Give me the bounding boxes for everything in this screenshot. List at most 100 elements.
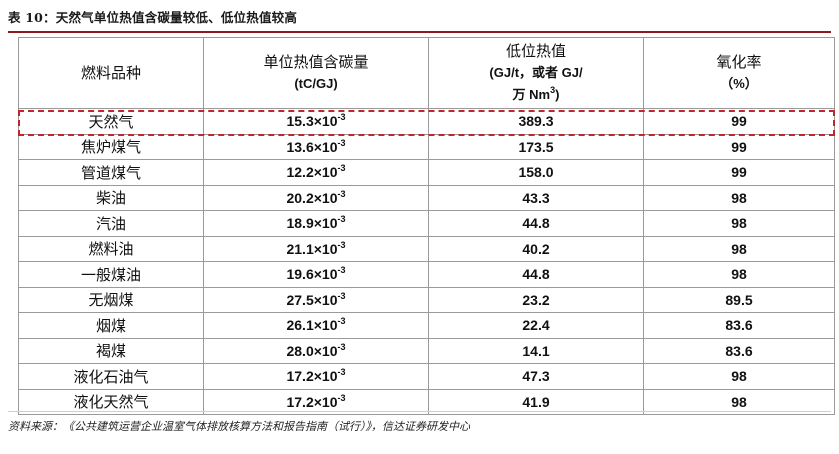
table-row: 烟煤 26.1×10-3 22.4 83.6 xyxy=(18,312,835,339)
carbon-cell: 19.6×10-3 xyxy=(203,261,429,288)
table-row: 汽油 18.9×10-3 44.8 98 xyxy=(18,210,835,237)
lhv-cell: 23.2 xyxy=(428,286,644,313)
carbon-exponent: -3 xyxy=(337,316,346,327)
header-carbon: 单位热值含碳量 (tC/GJ) xyxy=(203,37,429,109)
source-rule xyxy=(8,411,831,412)
oxidation-cell: 99 xyxy=(643,108,835,135)
header-carbon-unit: (tC/GJ) xyxy=(294,76,338,91)
header-fuel: 燃料品种 xyxy=(18,37,204,109)
carbon-value: 26.1×10 xyxy=(286,317,338,334)
oxidation-cell: 98 xyxy=(643,184,835,211)
carbon-value: 21.1×10 xyxy=(286,240,338,257)
header-lhv-unit-line2: 万 Nm3) xyxy=(429,84,643,106)
fuel-name-cell: 天然气 xyxy=(18,108,204,135)
carbon-cell: 17.2×10-3 xyxy=(203,388,429,415)
carbon-exponent: -3 xyxy=(337,290,346,301)
lhv-cell: 173.5 xyxy=(428,133,644,160)
carbon-cell: 13.6×10-3 xyxy=(203,133,429,160)
lhv-cell: 14.1 xyxy=(428,337,644,364)
carbon-exponent: -3 xyxy=(337,214,346,225)
carbon-value: 20.2×10 xyxy=(286,189,338,206)
fuel-name-cell: 焦炉煤气 xyxy=(18,133,204,160)
carbon-cell: 18.9×10-3 xyxy=(203,210,429,237)
carbon-value: 27.5×10 xyxy=(286,291,338,308)
fuel-name-cell: 燃料油 xyxy=(18,235,204,262)
carbon-exponent: -3 xyxy=(337,392,346,403)
carbon-exponent: -3 xyxy=(337,367,346,378)
carbon-cell: 28.0×10-3 xyxy=(203,337,429,364)
table-row: 焦炉煤气 13.6×10-3 173.5 99 xyxy=(18,133,835,160)
carbon-value: 13.6×10 xyxy=(286,138,338,155)
table-row: 天然气 15.3×10-3 389.3 99 xyxy=(18,108,835,135)
table-row: 液化天然气 17.2×10-3 41.9 98 xyxy=(18,388,835,415)
oxidation-cell: 98 xyxy=(643,235,835,262)
carbon-cell: 17.2×10-3 xyxy=(203,363,429,390)
header-oxidation: 氧化率 （%） xyxy=(643,37,835,109)
carbon-exponent: -3 xyxy=(337,112,346,123)
header-lhv-unit-sup: 3 xyxy=(550,85,556,95)
carbon-value: 18.9×10 xyxy=(286,215,338,232)
carbon-value: 17.2×10 xyxy=(286,368,338,385)
fuel-name-cell: 管道煤气 xyxy=(18,159,204,186)
lhv-cell: 44.8 xyxy=(428,261,644,288)
table-title: 表 10：天然气单位热值含碳量较低、低位热值较高 xyxy=(8,10,298,25)
carbon-value: 28.0×10 xyxy=(286,342,338,359)
carbon-cell: 21.1×10-3 xyxy=(203,235,429,262)
carbon-cell: 20.2×10-3 xyxy=(203,184,429,211)
carbon-value: 15.3×10 xyxy=(286,113,338,130)
fuel-name-cell: 柴油 xyxy=(18,184,204,211)
header-ox-label: 氧化率 xyxy=(716,53,762,71)
carbon-exponent: -3 xyxy=(337,239,346,250)
carbon-value: 19.6×10 xyxy=(286,266,338,283)
fuel-name-cell: 一般煤油 xyxy=(18,261,204,288)
carbon-cell: 26.1×10-3 xyxy=(203,312,429,339)
fuel-data-table: 燃料品种 单位热值含碳量 (tC/GJ) 低位热值 (GJ/t，或者 GJ/ 万… xyxy=(18,37,835,415)
header-lhv-unit-line1: (GJ/t，或者 GJ/ xyxy=(489,65,583,80)
oxidation-cell: 83.6 xyxy=(643,312,835,339)
carbon-exponent: -3 xyxy=(337,163,346,174)
lhv-cell: 47.3 xyxy=(428,363,644,390)
carbon-exponent: -3 xyxy=(337,188,346,199)
lhv-cell: 44.8 xyxy=(428,210,644,237)
table-row: 管道煤气 12.2×10-3 158.0 99 xyxy=(18,159,835,186)
carbon-cell: 15.3×10-3 xyxy=(203,108,429,135)
oxidation-cell: 98 xyxy=(643,210,835,237)
table-row: 一般煤油 19.6×10-3 44.8 98 xyxy=(18,261,835,288)
fuel-name-cell: 烟煤 xyxy=(18,312,204,339)
fuel-name-cell: 液化天然气 xyxy=(18,388,204,415)
oxidation-cell: 99 xyxy=(643,133,835,160)
header-fuel-label: 燃料品种 xyxy=(80,64,141,82)
lhv-cell: 43.3 xyxy=(428,184,644,211)
lhv-cell: 389.3 xyxy=(428,108,644,135)
table-row: 褐煤 28.0×10-3 14.1 83.6 xyxy=(18,337,835,364)
oxidation-cell: 98 xyxy=(643,261,835,288)
lhv-cell: 40.2 xyxy=(428,235,644,262)
header-lhv-unit-text: 万 Nm xyxy=(512,87,551,102)
fuel-name-cell: 无烟煤 xyxy=(18,286,204,313)
carbon-value: 12.2×10 xyxy=(286,164,338,181)
lhv-cell: 22.4 xyxy=(428,312,644,339)
table-row: 无烟煤 27.5×10-3 23.2 89.5 xyxy=(18,286,835,313)
carbon-exponent: -3 xyxy=(337,341,346,352)
oxidation-cell: 98 xyxy=(643,388,835,415)
oxidation-cell: 83.6 xyxy=(643,337,835,364)
carbon-exponent: -3 xyxy=(337,265,346,276)
table-row: 液化石油气 17.2×10-3 47.3 98 xyxy=(18,363,835,390)
fuel-name-cell: 液化石油气 xyxy=(18,363,204,390)
header-carbon-label: 单位热值含碳量 xyxy=(263,53,369,71)
table-row: 柴油 20.2×10-3 43.3 98 xyxy=(18,184,835,211)
header-lhv-label: 低位热值 xyxy=(505,42,566,60)
title-rule xyxy=(8,31,831,33)
oxidation-cell: 99 xyxy=(643,159,835,186)
lhv-cell: 41.9 xyxy=(428,388,644,415)
fuel-name-cell: 汽油 xyxy=(18,210,204,237)
lhv-cell: 158.0 xyxy=(428,159,644,186)
carbon-cell: 27.5×10-3 xyxy=(203,286,429,313)
source-note: 资料来源：《公共建筑运营企业温室气体排放核算方法和报告指南（试行）》，信达证券研… xyxy=(8,420,470,433)
header-lhv-unit-end: ) xyxy=(555,87,560,102)
table-row: 燃料油 21.1×10-3 40.2 98 xyxy=(18,235,835,262)
carbon-exponent: -3 xyxy=(337,137,346,148)
header-lhv: 低位热值 (GJ/t，或者 GJ/ 万 Nm3) xyxy=(428,37,644,109)
header-ox-unit: （%） xyxy=(720,76,758,91)
oxidation-cell: 98 xyxy=(643,363,835,390)
